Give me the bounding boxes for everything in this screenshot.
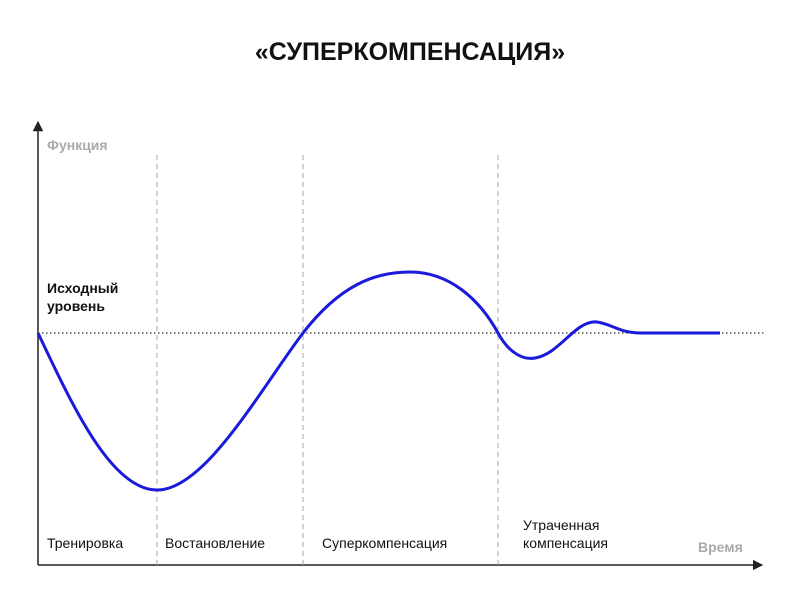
baseline-label: Исходный xyxy=(47,280,118,296)
title: «СУПЕРКОМПЕНСАЦИЯ» xyxy=(255,38,565,66)
phase-label: Тренировка xyxy=(47,535,123,551)
curve xyxy=(36,270,720,492)
phase-label: Востановление xyxy=(165,535,265,551)
phase-dividers xyxy=(156,155,499,565)
phase-label: Суперкомпенсация xyxy=(322,535,447,551)
phase-label: компенсация xyxy=(523,535,608,551)
phase-label: Утраченная xyxy=(523,517,599,533)
baseline-label: уровень xyxy=(47,298,105,314)
y-axis-label: Функция xyxy=(47,137,108,153)
x-axis-label: Время xyxy=(698,539,743,555)
